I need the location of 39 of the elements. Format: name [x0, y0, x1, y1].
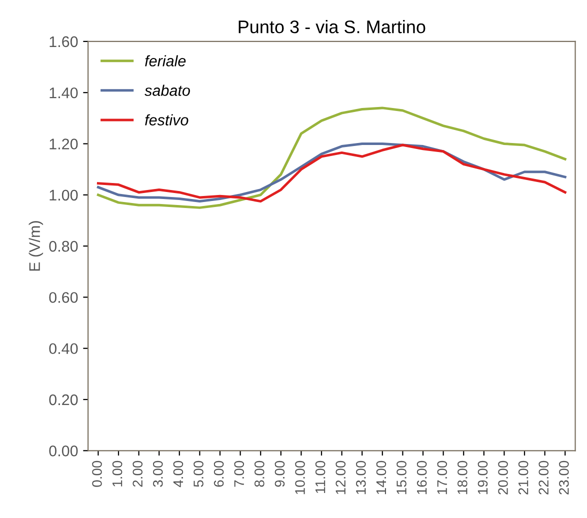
- x-tick-label: 1.00: [112, 460, 122, 486]
- y-tick-label: 1.00: [50, 190, 78, 201]
- x-tick-label: 2.00: [132, 460, 143, 487]
- x-tick-label: 12.00: [336, 460, 346, 494]
- y-tick-label: 1.40: [50, 87, 78, 98]
- y-tick-label: 0.00: [49, 446, 78, 456]
- x-tick-label: 10.00: [295, 460, 305, 494]
- y-tick-label: 0.20: [49, 394, 78, 406]
- y-tick-label: 0.40: [49, 343, 78, 354]
- y-tick-label: 1.20: [50, 138, 78, 150]
- x-tick-label: 23.00: [559, 460, 569, 494]
- x-tick-label: 3.00: [152, 460, 163, 487]
- x-tick-label: 9.00: [274, 460, 285, 487]
- line-series: [96, 106, 566, 209]
- y-tick-label: 0.60: [49, 292, 78, 303]
- x-tick-label: 22.00: [538, 460, 549, 494]
- legend-label: sabato: [144, 84, 190, 96]
- x-tick-label: 6.00: [214, 460, 224, 487]
- x-tick-label: 11.00: [315, 460, 326, 494]
- x-tick-label: 19.00: [478, 460, 488, 494]
- x-tick-label: 15.00: [396, 460, 406, 494]
- x-tick-label: 5.00: [194, 460, 204, 487]
- x-tick-label: 8.00: [254, 460, 264, 487]
- y-axis-title: E (V/m): [28, 221, 44, 271]
- x-tick-label: 21.00: [518, 460, 528, 494]
- x-tick-label: 16.00: [416, 460, 427, 494]
- legend-label: feriale: [145, 55, 186, 66]
- y-tick-label: 0.80: [49, 240, 78, 252]
- x-tick-label: 4.00: [173, 460, 184, 488]
- x-tick-label: 17.00: [437, 460, 448, 494]
- chart-title: Punto 3 - via S. Martino: [238, 20, 426, 34]
- y-tick-label: 1.60: [50, 36, 78, 48]
- x-tick-label: 20.00: [498, 460, 508, 494]
- x-tick-label: 14.00: [376, 460, 386, 494]
- x-tick-label: 0.00: [92, 460, 102, 487]
- x-tick-label: 18.00: [458, 460, 468, 494]
- x-tick-label: 7.00: [234, 460, 244, 487]
- x-tick-label: 13.00: [356, 460, 366, 494]
- legend-label: festivo: [145, 114, 188, 126]
